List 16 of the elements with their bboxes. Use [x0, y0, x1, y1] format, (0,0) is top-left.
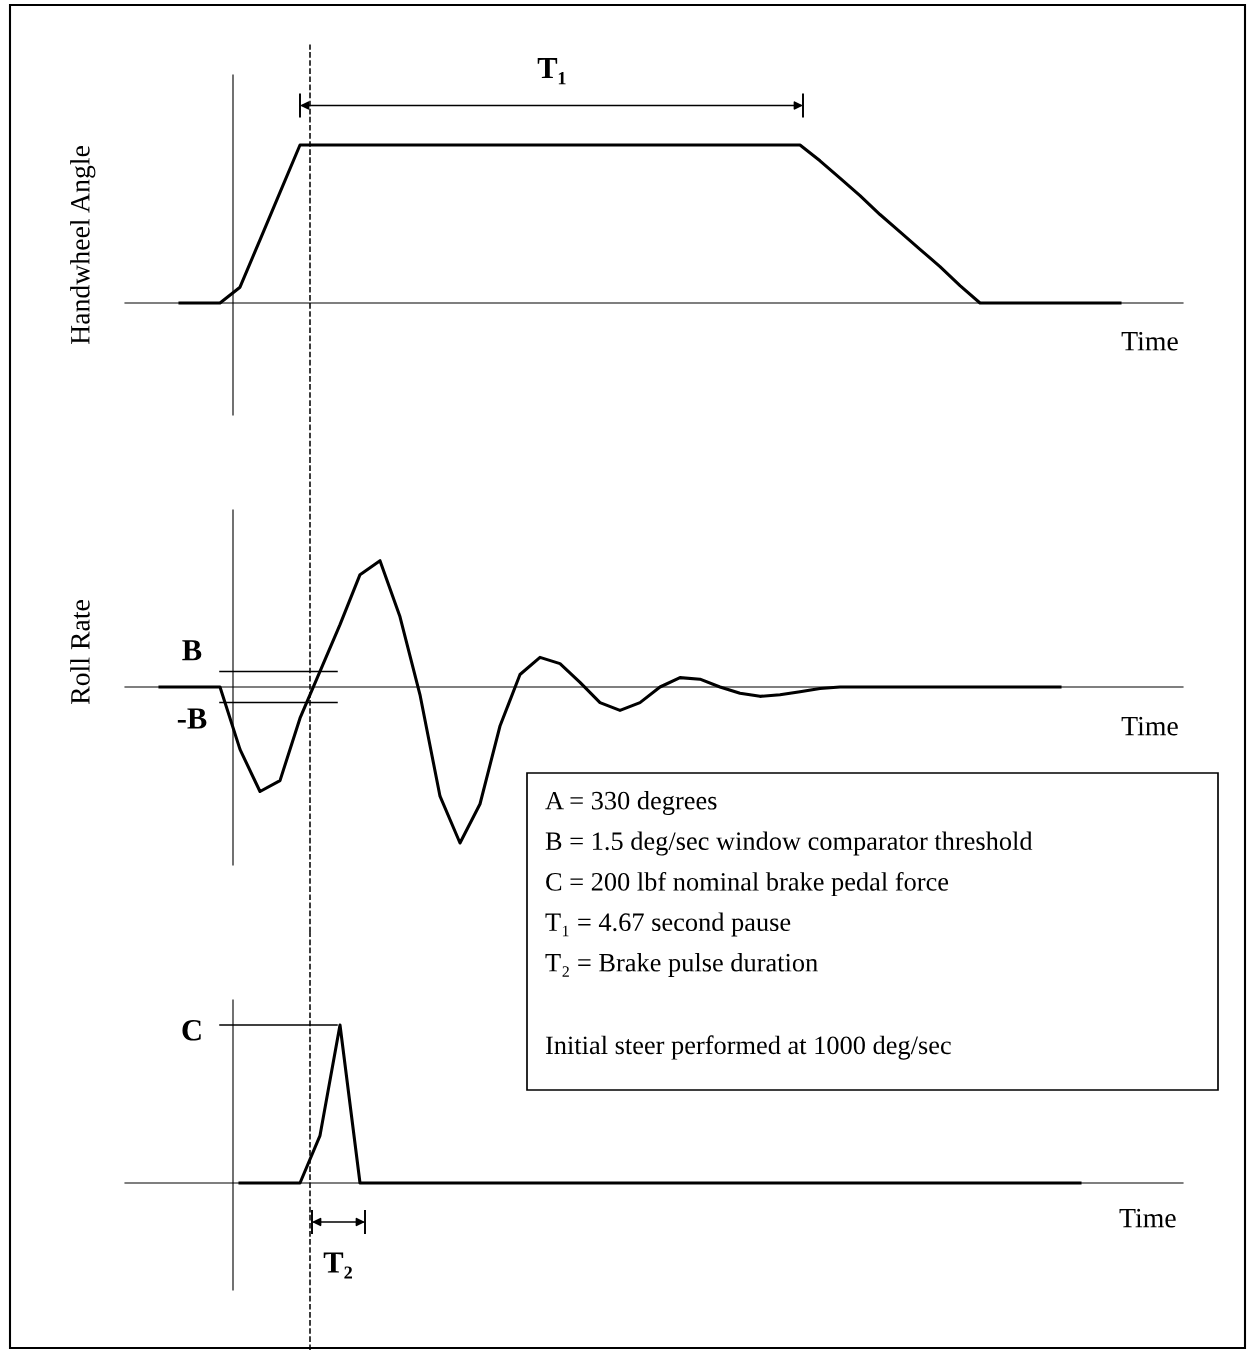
y-axis-title: Roll Rate	[70, 600, 90, 705]
text: T₁ = 4.67 second pause	[545, 912, 791, 937]
text: T₂	[323, 1252, 352, 1279]
annotation: Initial steer performed at 1000 deg/sec	[545, 1035, 951, 1060]
text: C = 200 lbf nominal brake pedal force	[546, 871, 949, 897]
annotation: B = 1.5 deg/sec window comparator threshold	[545, 831, 1033, 856]
ref-line-label: B	[182, 640, 202, 661]
x-axis-title: Time	[1119, 1208, 1176, 1228]
x-axis-title: Time	[1121, 331, 1178, 351]
ref-line-label: C	[182, 1020, 201, 1041]
text: T₁	[537, 58, 566, 85]
annotation: A = 330 degrees	[545, 791, 717, 815]
y-axis-title: Handwheel Angle	[70, 146, 96, 345]
x-axis-title: Time	[1121, 716, 1178, 736]
text: T₂ = Brake pulse duration	[545, 953, 818, 977]
ref-line-label: -B	[177, 708, 207, 729]
